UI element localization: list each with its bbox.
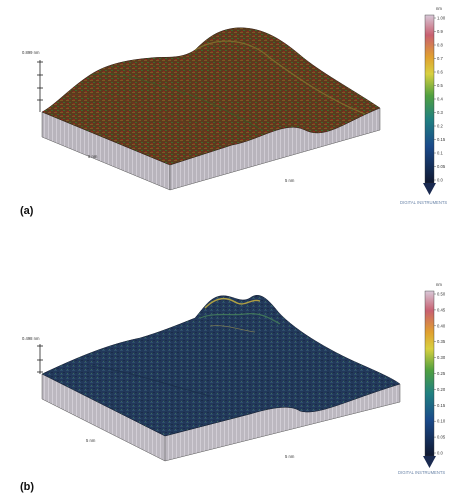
colorbar-tick-label: 0.5 xyxy=(437,83,443,88)
colorbar-tick-label: 0.25 xyxy=(437,371,446,376)
afm-surface-a-figure: 0.899 nm 5 nm 5 nm nm 1.00 0.9 0.8 0.7 0.6 0.… xyxy=(22,6,447,205)
colorbar-tick-label: 0.30 xyxy=(437,355,446,360)
colorbar-tick-label: 0.7 xyxy=(437,56,443,61)
x-axis-label-b: 5 nm xyxy=(285,454,295,459)
colorbar-tick-label: 0.0 xyxy=(437,451,443,456)
colorbar-tick-label: 0.8 xyxy=(437,43,443,48)
surface-top-a xyxy=(41,27,381,166)
colorbar-tick-label: 0.50 xyxy=(437,292,446,297)
colorbar-tick-label: 0.2 xyxy=(437,124,443,129)
colorbar-tick-label: 0.35 xyxy=(437,339,446,344)
colorbar-tick-label: 0.15 xyxy=(437,403,446,408)
colorbar-a xyxy=(424,14,435,184)
colorbar-unit-b: nm xyxy=(436,282,442,287)
colorbar-ticks-b: 0.50 0.45 0.40 0.35 0.30 0.25 0.20 0.15 0.10 0.05… xyxy=(434,292,446,456)
colorbar-tick-label: 0.15 xyxy=(437,137,446,142)
colorbar-arrow-b xyxy=(423,456,436,468)
afm-surface-b-figure: 0.498 nm 5 nm 5 nm nm 0.500.450.400.350.… xyxy=(22,282,446,475)
colorbar-tick-label: 0.1 xyxy=(437,151,443,156)
colorbar-tick-label: 0.40 xyxy=(437,323,446,328)
colorbar-tick-label: 0.9 xyxy=(437,29,443,34)
panel-label-b: (b) xyxy=(20,481,35,493)
colorbar-tick-label: 0.45 xyxy=(437,307,446,312)
watermark-b: DIGITAL INSTRUMENTS xyxy=(398,470,445,475)
afm-panel-b: 0.498 nm 5 nm 5 nm nm 0.50 0.45 0.40 0.35 0.… xyxy=(0,246,470,498)
colorbar-b xyxy=(424,290,435,457)
colorbar-tick-label: 1.00 xyxy=(437,16,446,21)
z-scale-label-a: 0.899 nm xyxy=(22,50,40,55)
colorbar-arrow-a xyxy=(423,183,436,195)
colorbar-ticks-a: 1.00 0.9 0.8 0.7 0.6 0.5 0.4 0.3 0.2 0.15 0.1 0.05 0… xyxy=(434,16,446,183)
x-axis-label-a: 5 nm xyxy=(285,178,295,183)
colorbar-tick-label: 0.20 xyxy=(437,387,446,392)
y-axis-label-a: 5 nm xyxy=(88,154,98,159)
afm-panel-a: 0.899 nm 5 nm 5 nm nm 1.00 0.9 0.8 0.7 0.6 0.… xyxy=(0,0,470,245)
colorbar-tick-label: 0.4 xyxy=(437,97,443,102)
colorbar-unit-a: nm xyxy=(436,6,442,11)
y-axis-label-b: 5 nm xyxy=(86,438,96,443)
z-scale-label-b: 0.498 nm xyxy=(22,336,40,341)
colorbar-tick-label: 0.3 xyxy=(437,110,443,115)
watermark-a: DIGITAL INSTRUMENTS xyxy=(400,200,447,205)
colorbar-tick-label: 0.10 xyxy=(437,419,446,424)
surface-top-b xyxy=(41,295,401,437)
panel-label-a: (a) xyxy=(20,205,34,217)
colorbar-tick-label: 0.05 xyxy=(437,164,446,169)
colorbar-tick-label: 0.6 xyxy=(437,70,443,75)
colorbar-tick-label: 0.0 xyxy=(437,178,443,183)
colorbar-tick-label: 0.05 xyxy=(437,435,446,440)
